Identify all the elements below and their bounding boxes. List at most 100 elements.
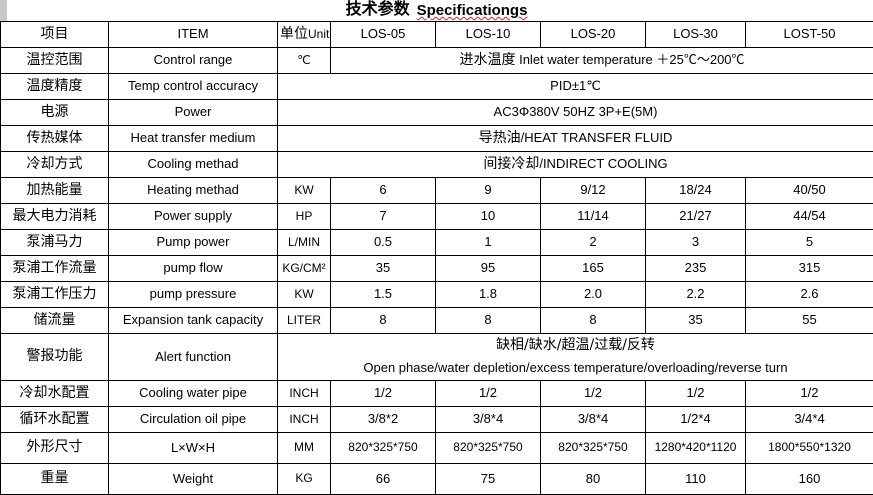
row-label-en: pump pressure [109,282,278,308]
cell-value: 80 [541,464,646,495]
row-unit: MM [278,433,331,464]
row-label-cn: 加热能量 [1,178,109,204]
cell-value: 8 [541,308,646,334]
cell-value: 75 [436,464,541,495]
table-row: 泵浦工作流量 pump flow KG/CM² 35 95 165 235 31… [1,256,873,282]
cell-value: 6 [331,178,436,204]
page-title: 技术参数 Specificationgs [0,0,873,20]
cell-value: 35 [646,308,746,334]
row-label-cn: 最大电力消耗 [1,204,109,230]
cell-value: 44/54 [746,204,873,230]
row-unit: HP [278,204,331,230]
cell-value: 18/24 [646,178,746,204]
cell-value: 1/2 [331,381,436,407]
cell-value: 820*325*750 [436,433,541,464]
row-label-cn: 循环水配置 [1,407,109,433]
cell-value: 9 [436,178,541,204]
row-label-cn: 温控范围 [1,48,109,74]
row-label-en: Heating methad [109,178,278,204]
cell-value: 35 [331,256,436,282]
cell-value: 8 [331,308,436,334]
row-label-en: Control range [109,48,278,74]
cell-value: 160 [746,464,873,495]
cell-value: 3/8*4 [541,407,646,433]
row-label-cn: 电源 [1,100,109,126]
table-row: 加热能量 Heating methad KW 6 9 9/12 18/24 40… [1,178,873,204]
row-label-en: Cooling methad [109,152,278,178]
row-label-en: Power supply [109,204,278,230]
cell-value: 820*325*750 [541,433,646,464]
cell-value: 2.6 [746,282,873,308]
row-label-en: Temp control accuracy [109,74,278,100]
header-item-cn: 项目 [1,22,109,48]
table-row: 泵浦工作压力 pump pressure KW 1.5 1.8 2.0 2.2 … [1,282,873,308]
row-label-cn: 温度精度 [1,74,109,100]
row-merged-value: 导热油/HEAT TRANSFER FLUID [278,126,873,152]
row-label-en: Power [109,100,278,126]
table-row: 储流量 Expansion tank capacity LITER 8 8 8 … [1,308,873,334]
row-merged-value: 间接冷却/INDIRECT COOLING [278,152,873,178]
cell-value: 1/2*4 [646,407,746,433]
cell-value: 110 [646,464,746,495]
header-model-5: LOST-50 [746,22,873,48]
cell-value: 2.0 [541,282,646,308]
page-title-en: Specificationgs [417,2,528,19]
cell-value: 165 [541,256,646,282]
page-title-cn: 技术参数 [346,0,410,19]
row-label-en: Pump power [109,230,278,256]
table-row: 重量 Weight KG 66 75 80 110 160 [1,464,873,495]
row-unit: KW [278,282,331,308]
row-label-en: L×W×H [109,433,278,464]
cell-value: 1/2 [541,381,646,407]
cell-value: 21/27 [646,204,746,230]
cell-value: 40/50 [746,178,873,204]
cell-value: 1/2 [646,381,746,407]
row-label-en: Circulation oil pipe [109,407,278,433]
table-row: 温控范围 Control range ℃ 进水温度 Inlet water te… [1,48,873,74]
row-label-cn: 冷却水配置 [1,381,109,407]
cell-value: 1.5 [331,282,436,308]
cell-value: 1/2 [746,381,873,407]
row-unit: KG [278,464,331,495]
row-label-cn: 泵浦工作流量 [1,256,109,282]
merged-value-en: PID±1℃ [550,78,601,93]
row-merged-value: PID±1℃ [278,74,873,100]
table-row: 电源 Power AC3Φ380V 50HZ 3P+E(5M) [1,100,873,126]
merged-value-en: /HEAT TRANSFER FLUID [521,130,673,145]
header-model-4: LOS-30 [646,22,746,48]
row-label-cn: 传热媒体 [1,126,109,152]
cell-value: 1800*550*1320 [746,433,873,464]
cell-value: 3 [646,230,746,256]
cell-value: 10 [436,204,541,230]
header-unit: 单位Unit [278,22,331,48]
cell-value: 5 [746,230,873,256]
header-model-1: LOS-05 [331,22,436,48]
cell-value: 1/2 [436,381,541,407]
row-unit: KG/CM² [278,256,331,282]
table-row: 外形尺寸 L×W×H MM 820*325*750 820*325*750 82… [1,433,873,464]
cell-value: 3/8*4 [436,407,541,433]
table-row: 冷却方式 Cooling methad 间接冷却/INDIRECT COOLIN… [1,152,873,178]
header-model-2: LOS-10 [436,22,541,48]
row-label-cn: 泵浦工作压力 [1,282,109,308]
merged-value-cn: 进水温度 [459,52,515,68]
row-label-en: Expansion tank capacity [109,308,278,334]
cell-value: 8 [436,308,541,334]
merged-value-en: AC3Φ380V 50HZ 3P+E(5M) [494,104,658,119]
alert-text-cn: 缺相/缺水/超温/过载/反转 [278,334,873,358]
table-row: 温度精度 Temp control accuracy PID±1℃ [1,74,873,100]
table-row: 冷却水配置 Cooling water pipe INCH 1/2 1/2 1/… [1,381,873,407]
cell-value: 11/14 [541,204,646,230]
row-unit: ℃ [278,48,331,74]
row-unit: INCH [278,407,331,433]
alert-text-en: Open phase/water depletion/excess temper… [278,357,873,381]
row-label-cn: 储流量 [1,308,109,334]
cell-value: 1 [436,230,541,256]
cell-value: 0.5 [331,230,436,256]
cell-value: 2.2 [646,282,746,308]
cell-value: 3/8*2 [331,407,436,433]
cell-value: 820*325*750 [331,433,436,464]
row-label-en: Cooling water pipe [109,381,278,407]
cell-value: 1280*420*1120 [646,433,746,464]
header-item-en: ITEM [109,22,278,48]
